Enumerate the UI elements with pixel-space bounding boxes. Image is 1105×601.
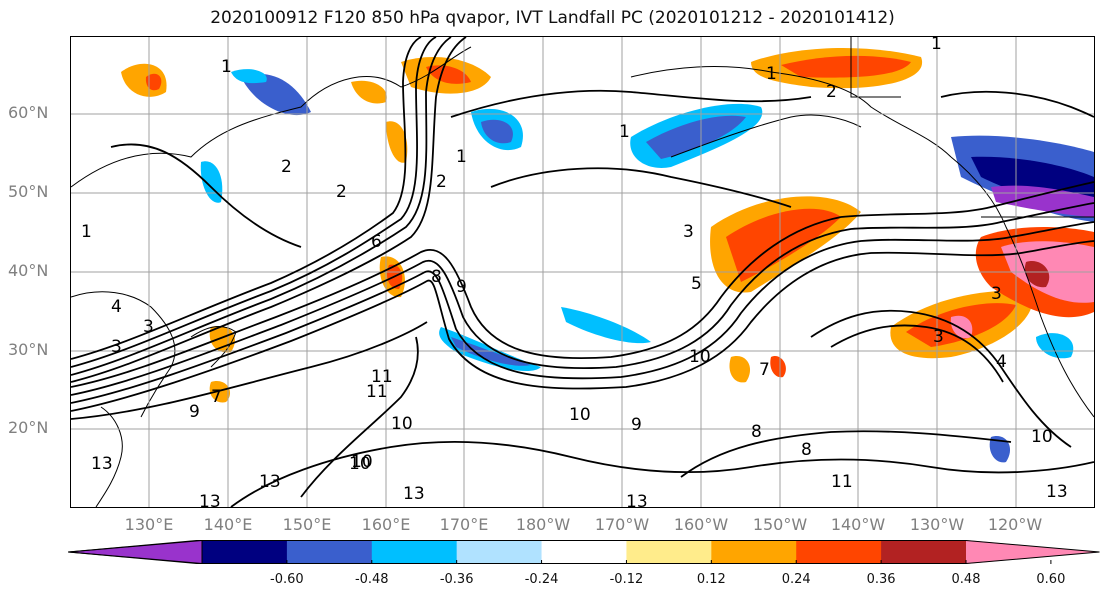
contour-label: 1: [221, 57, 232, 77]
lon-label: 150°E: [282, 515, 332, 534]
colorbar-segment: [286, 540, 373, 564]
contour-label: 11: [831, 472, 853, 492]
chart-title: 2020100912 F120 850 hPa qvapor, IVT Land…: [210, 8, 895, 28]
colorbar-tick-label: -0.60: [270, 572, 304, 587]
colorbar-outline: [68, 540, 1100, 564]
contour-label: 1: [766, 64, 777, 84]
colorbar-segment: [881, 540, 967, 564]
contour-label: 8: [431, 267, 442, 287]
map-canvas: 1 2 2 1 1 2 3 6 8 9 9 3 1 3 4 3 10 10 11…: [71, 37, 1094, 507]
contour-label: 3: [111, 337, 122, 357]
contour-labels: 1 2 2 1 1 2 3 6 8 9 9 3 1 3 4 3 10 10 11…: [81, 37, 1068, 507]
lat-label-60n: 60°N: [8, 103, 49, 122]
lon-label: 130°E: [124, 515, 174, 534]
contour-label: 3: [143, 317, 154, 337]
contour-label: 13: [626, 492, 648, 507]
contour-label: 6: [371, 232, 382, 252]
colorbar-extend-high: [966, 540, 1100, 564]
colorbar-tick-label: 0.48: [951, 572, 981, 587]
colorbar-segment: [202, 540, 288, 564]
contour-label: 10: [349, 454, 371, 474]
colorbar-tick-label: -0.48: [354, 572, 389, 587]
colorbar: [68, 540, 1100, 564]
colorbar-segment: [711, 540, 797, 564]
contour-label: 3: [933, 327, 944, 347]
contour-label: 10: [569, 405, 591, 425]
contour-label: 9: [456, 277, 467, 297]
colorbar-tick-label: -0.24: [524, 572, 559, 587]
contour-label: 5: [691, 274, 702, 294]
contour-label: 11: [366, 382, 388, 402]
contour-label: 4: [111, 297, 122, 317]
colorbar-tick-label: -0.12: [609, 572, 644, 587]
lat-label-20n: 20°N: [8, 418, 49, 437]
contour-label: 2: [281, 157, 292, 177]
graticule: [71, 37, 1094, 507]
lat-label-40n: 40°N: [8, 261, 49, 280]
colorbar-segment: [456, 540, 543, 564]
contour-label: 8: [751, 422, 762, 442]
lon-label: 130°W: [909, 515, 965, 534]
lat-label-50n: 50°N: [8, 182, 49, 201]
lon-label: 160°W: [673, 515, 729, 534]
colorbar-tick-label: 0.12: [696, 572, 726, 587]
contour-label: 2: [436, 172, 447, 192]
colorbar-segment: [796, 540, 882, 564]
colorbar-tick-label: -0.36: [439, 572, 474, 587]
contour-label: 11: [371, 367, 393, 387]
contour-label: 2: [336, 182, 347, 202]
contour-label: 3: [683, 222, 694, 242]
contour-label: 9: [631, 415, 642, 435]
lon-label: 160°E: [361, 515, 411, 534]
lon-label: 170°W: [594, 515, 650, 534]
colorbar-tick-label: 0.60: [1036, 572, 1066, 587]
ivt-contours: [71, 37, 1094, 507]
lon-label: 180°W: [515, 515, 571, 534]
contour-label: 10: [351, 452, 373, 472]
contour-label: 1: [81, 222, 92, 242]
lon-label: 140°E: [203, 515, 253, 534]
contour-label: 13: [259, 472, 281, 492]
contour-label: 1: [456, 147, 467, 167]
contour-label: 1: [619, 122, 630, 142]
contour-label: 13: [199, 492, 221, 507]
colorbar-tick-label: 0.36: [866, 572, 896, 587]
colorbar-segment: [541, 540, 627, 564]
contour-label: 7: [759, 360, 770, 380]
contour-label: 2: [826, 82, 837, 102]
lon-label: 120°W: [987, 515, 1043, 534]
lon-label: 170°E: [439, 515, 489, 534]
contour-label: 10: [1031, 427, 1053, 447]
contour-label: 3: [991, 284, 1002, 304]
contour-label: 8: [801, 440, 812, 460]
contour-label: 9: [189, 402, 200, 422]
contour-label: 13: [403, 484, 425, 504]
coastline-layer: [71, 37, 1094, 507]
contour-label: 10: [391, 414, 413, 434]
contour-label: 4: [996, 352, 1007, 372]
colorbar-tick-label: 0.24: [781, 572, 811, 587]
contour-label: 10: [689, 347, 711, 367]
contour-label: 7: [211, 387, 222, 407]
lat-label-30n: 30°N: [8, 340, 49, 359]
colorbar-extend-low: [68, 540, 202, 564]
colorbar-segment: [626, 540, 712, 564]
contour-label: 13: [91, 454, 113, 474]
lon-label: 140°W: [830, 515, 886, 534]
contour-label: 13: [1046, 482, 1068, 502]
map-panel: 1 2 2 1 1 2 3 6 8 9 9 3 1 3 4 3 10 10 11…: [70, 36, 1095, 508]
colorbar-segment: [371, 540, 458, 564]
contour-label: 1: [931, 37, 942, 54]
lon-label: 150°W: [752, 515, 808, 534]
